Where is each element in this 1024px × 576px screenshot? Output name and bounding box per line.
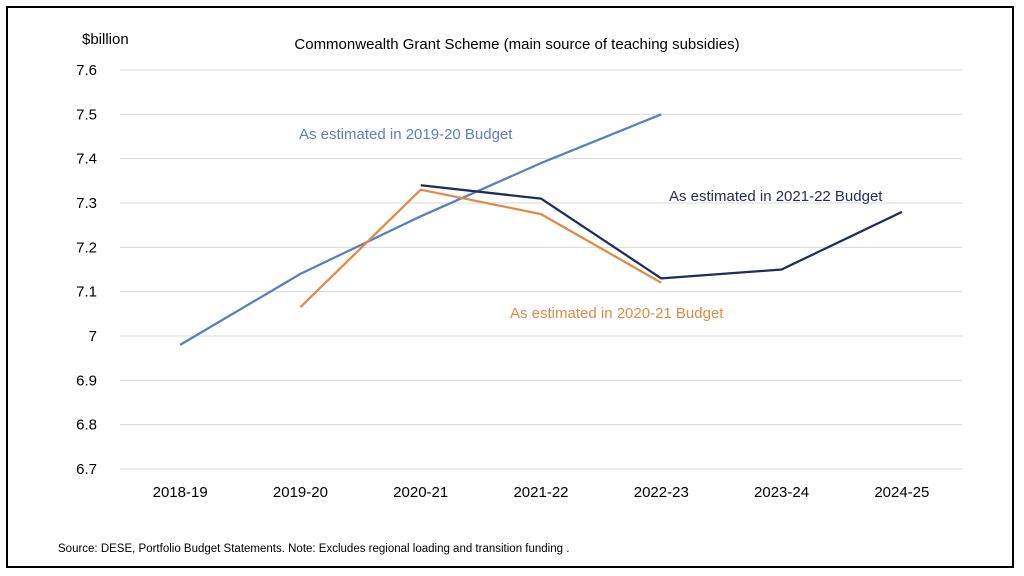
gridlines (120, 69, 962, 470)
x-tick-label: 2020-21 (393, 484, 448, 501)
y-tick-label: 7.2 (76, 239, 97, 256)
source-note: Source: DESE, Portfolio Budget Statement… (58, 543, 569, 555)
series-label-2019-20: As estimated in 2019-20 Budget (299, 126, 513, 143)
y-tick-label: 7.1 (76, 284, 97, 301)
chart-title: Commonwealth Grant Scheme (main source o… (294, 36, 739, 53)
y-axis-ticks: 7.6 7.5 7.4 7.3 7.2 7.1 7 6.9 6.8 6.7 (76, 62, 97, 478)
series-line-0 (179, 113, 662, 346)
series-line-2 (420, 184, 903, 280)
x-tick-label: 2024-25 (874, 484, 929, 501)
x-tick-label: 2022-23 (634, 484, 689, 501)
y-tick-label: 7.3 (76, 195, 97, 212)
series-lines (179, 113, 903, 346)
series-line-1 (299, 188, 662, 309)
y-tick-label: 6.7 (76, 461, 97, 478)
chart-frame (6, 6, 1014, 568)
x-tick-label: 2021-22 (513, 484, 568, 501)
x-tick-label: 2023-24 (754, 484, 809, 501)
y-tick-label: 7.6 (76, 62, 97, 79)
x-tick-label: 2018-19 (153, 484, 208, 501)
x-tick-label: 2019-20 (273, 484, 328, 501)
series-label-2020-21: As estimated in 2020-21 Budget (510, 305, 724, 322)
series-label-2021-22: As estimated in 2021-22 Budget (669, 188, 883, 205)
y-tick-label: 6.9 (76, 372, 97, 389)
y-axis-label: $billion (82, 31, 129, 48)
x-axis-ticks: 2018-19 2019-20 2020-21 2021-22 2022-23 2023-… (153, 484, 930, 501)
y-tick-label: 6.8 (76, 417, 97, 434)
y-tick-label: 7.5 (76, 106, 97, 123)
y-tick-label: 7 (89, 328, 97, 345)
y-tick-label: 7.4 (76, 151, 97, 168)
